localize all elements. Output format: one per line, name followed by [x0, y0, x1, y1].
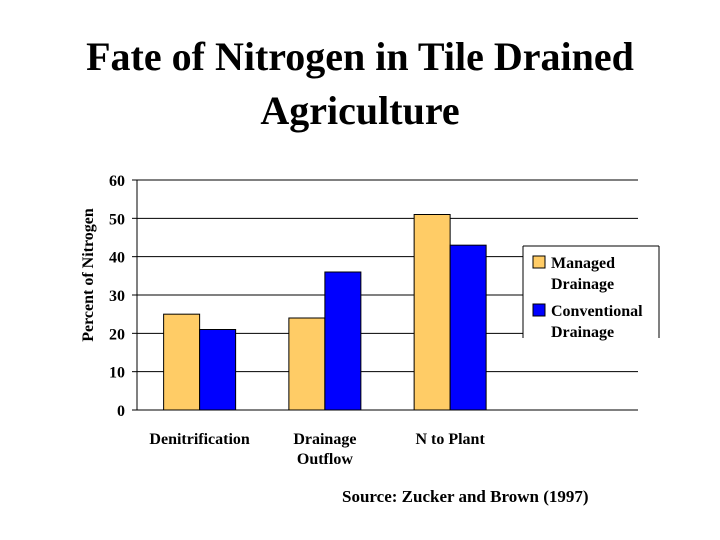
y-tick-label: 20 [109, 326, 125, 343]
y-tick-label: 10 [109, 365, 125, 382]
x-tick-labels: Denitrification Drainage Outflow N to Plant [149, 431, 485, 468]
x-tick-label: Drainage [293, 431, 356, 448]
bar-managed-0 [163, 313, 201, 411]
x-tick-label: Denitrification [149, 431, 250, 448]
bar-conventional-0 [199, 329, 237, 411]
y-tick-label: 0 [117, 403, 125, 420]
legend: Managed Drainage Conventional Drainage [522, 245, 660, 341]
bars [163, 214, 487, 411]
source-citation: Source: Zucker and Brown (1997) [342, 487, 589, 506]
title-line-2: Agriculture [260, 88, 460, 133]
legend-swatch-managed [532, 255, 546, 269]
legend-label: Managed [551, 255, 615, 272]
y-tick-label: 30 [109, 288, 125, 305]
x-tick-label: Outflow [297, 451, 353, 468]
y-tick-label: 40 [109, 250, 125, 267]
bar-managed-2 [413, 214, 451, 411]
y-tick-label: 60 [109, 173, 125, 190]
bar-chart: 0 10 20 30 40 50 60 Denitrification Drainage Out… [80, 173, 660, 468]
bar-conventional-1 [324, 271, 362, 411]
y-axis-label: Percent of Nitrogen [80, 208, 97, 342]
legend-label: Drainage [551, 276, 614, 293]
axes [132, 179, 638, 411]
bar-conventional-2 [449, 244, 487, 411]
title-line-1: Fate of Nitrogen in Tile Drained [86, 34, 634, 79]
legend-label: Conventional [551, 303, 643, 320]
legend-box [523, 246, 659, 338]
x-tick-label: N to Plant [415, 431, 485, 448]
slide-title: Fate of Nitrogen in Tile Drained Agricul… [0, 30, 720, 138]
legend-label: Drainage [551, 324, 614, 341]
legend-swatch-conventional [532, 303, 546, 317]
y-tick-labels: 0 10 20 30 40 50 60 [109, 173, 125, 420]
bar-managed-1 [288, 317, 326, 411]
y-tick-label: 50 [109, 211, 125, 228]
